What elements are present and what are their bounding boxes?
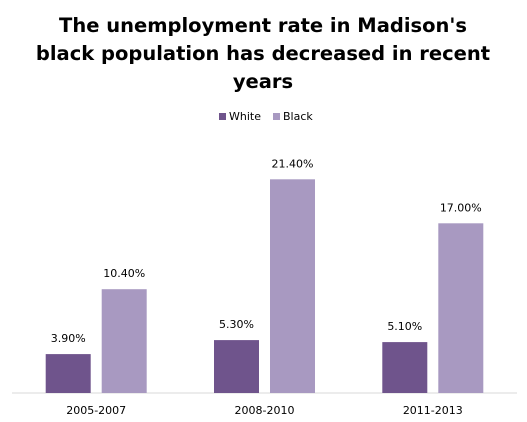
chart-title: The unemployment rate in Madison's black… bbox=[36, 14, 490, 93]
chart-title-line-1: The unemployment rate in Madison's bbox=[59, 14, 467, 37]
x-tick-label-2008-2010: 2008-2010 bbox=[235, 404, 295, 417]
bar-black-2011-2013 bbox=[438, 223, 484, 393]
bar-black-2008-2010 bbox=[270, 179, 315, 393]
x-tick-labels: 2005-2007 2008-2010 2011-2013 bbox=[66, 404, 463, 417]
bar-white-2011-2013 bbox=[382, 342, 428, 393]
bars-group bbox=[45, 179, 484, 393]
data-label-black-2011-2013: 17.00% bbox=[440, 201, 482, 214]
data-label-white-2008-2010: 5.30% bbox=[219, 318, 254, 331]
chart-title-line-2: black population has decreased in recent bbox=[36, 42, 490, 65]
bar-black-2005-2007 bbox=[101, 289, 147, 393]
legend-label-white: White bbox=[229, 110, 261, 123]
legend-label-black: Black bbox=[283, 110, 313, 123]
bar-white-2005-2007 bbox=[45, 354, 91, 393]
data-label-white-2011-2013: 5.10% bbox=[387, 320, 422, 333]
data-label-white-2005-2007: 3.90% bbox=[51, 332, 86, 345]
bar-white-2008-2010 bbox=[214, 340, 259, 393]
data-label-black-2005-2007: 10.40% bbox=[103, 267, 145, 280]
legend-swatch-white bbox=[219, 113, 226, 120]
data-labels-group: 3.90% 10.40% 5.30% 21.40% 5.10% 17.00% bbox=[51, 157, 482, 345]
x-tick-label-2005-2007: 2005-2007 bbox=[66, 404, 126, 417]
data-label-black-2008-2010: 21.40% bbox=[272, 157, 314, 170]
legend: White Black bbox=[219, 110, 313, 123]
x-tick-label-2011-2013: 2011-2013 bbox=[403, 404, 463, 417]
chart-title-line-3: years bbox=[233, 70, 293, 93]
legend-swatch-black bbox=[273, 113, 280, 120]
